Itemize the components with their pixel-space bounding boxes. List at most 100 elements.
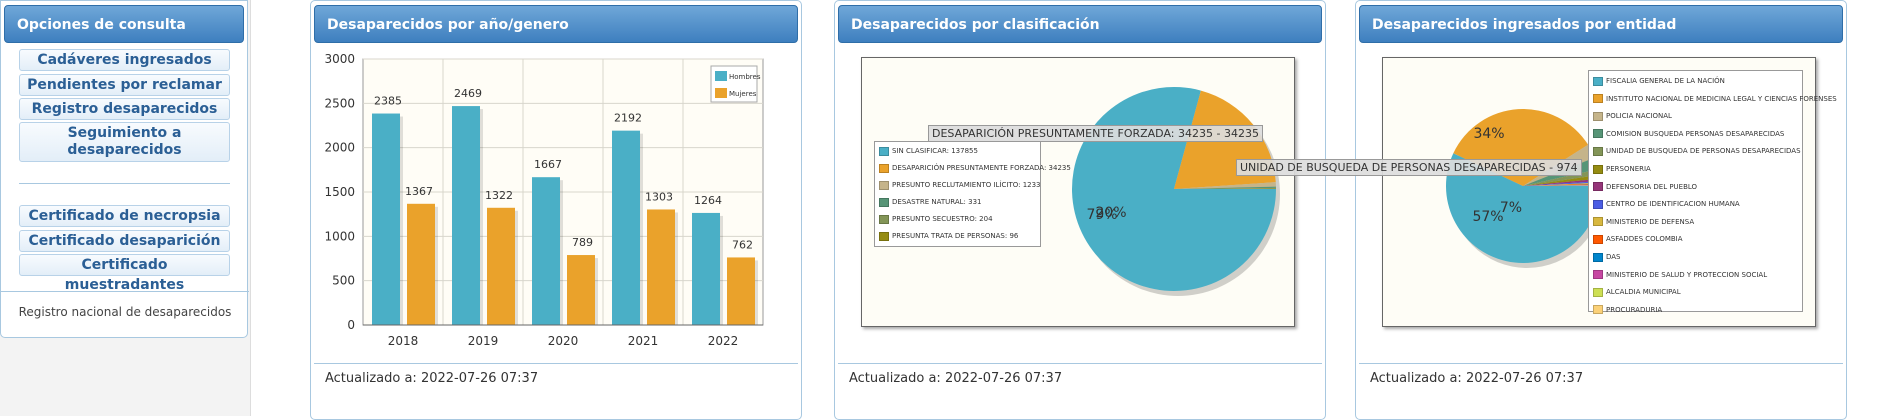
y-tick-label: 2000 <box>324 141 355 155</box>
panel-year-gender-title: Desaparecidos por año/genero <box>314 5 798 43</box>
legend-item: ALCALDIA MUNICIPAL <box>1593 287 1681 297</box>
registro-desaparecidos-button[interactable]: Registro desaparecidos <box>19 98 230 120</box>
data-label: 1303 <box>645 190 673 203</box>
legend-item: PERSONERIA <box>1593 164 1651 174</box>
certificado-desaparicion-button[interactable]: Certificado desaparición <box>19 230 230 252</box>
legend-item: INSTITUTO NACIONAL DE MEDICINA LEGAL Y C… <box>1593 94 1837 104</box>
panel-divider <box>838 363 1322 364</box>
y-tick-label: 0 <box>347 318 355 332</box>
pie-percent-label: 20% <box>1095 205 1126 221</box>
legend-label: DESASTRE NATURAL: 331 <box>892 198 982 206</box>
legend-item: CENTRO DE IDENTIFICACION HUMANA <box>1593 199 1740 209</box>
x-tick-label: 2019 <box>468 334 499 347</box>
updated-timestamp: Actualizado a: 2022-07-26 07:37 <box>325 371 538 386</box>
sidebar-footer-text: Registro nacional de desaparecidos <box>1 305 249 319</box>
legend-label: CENTRO DE IDENTIFICACION HUMANA <box>1606 200 1740 208</box>
legend-label: MINISTERIO DE DEFENSA <box>1606 218 1694 226</box>
legend-swatch <box>1593 147 1603 156</box>
legend-label: Hombres <box>729 73 761 81</box>
bar-chart: 0 500 1000 1500 2000 2500 3000 2018 2385 1367 2019… <box>313 47 799 347</box>
bar-mujeres-2019 <box>487 208 515 325</box>
bar-hombres-2021 <box>612 131 640 325</box>
legend-label: PRESUNTO RECLUTAMIENTO ILÍCITO: 1233 <box>892 181 1041 189</box>
data-label: 2385 <box>374 95 402 108</box>
legend-swatch-mujeres <box>715 88 727 98</box>
pie-percent-label: 57% <box>1472 209 1503 225</box>
legend-item: SIN CLASIFICAR: 137855 <box>879 146 978 156</box>
legend-item: FISCALIA GENERAL DE LA NACIÓN <box>1593 76 1725 86</box>
updated-timestamp: Actualizado a: 2022-07-26 07:37 <box>849 371 1062 386</box>
certificado-muestradantes-button[interactable]: Certificado muestradantes <box>19 254 230 276</box>
certificado-necropsia-button[interactable]: Certificado de necropsia <box>19 205 230 227</box>
legend-label: MINISTERIO DE SALUD Y PROTECCION SOCIAL <box>1606 271 1767 279</box>
legend-swatch <box>1593 288 1603 297</box>
legend-swatch <box>879 147 889 156</box>
y-tick-label: 1500 <box>324 185 355 199</box>
classification-tooltip: DESAPARICIÓN PRESUNTAMENTE FORZADA: 3423… <box>928 125 1263 142</box>
data-label: 1667 <box>534 158 562 171</box>
pendientes-por-reclamar-button[interactable]: Pendientes por reclamar <box>19 74 230 96</box>
pie-percent-label: 7% <box>1500 200 1522 216</box>
legend-swatch <box>1593 182 1603 191</box>
bar-hombres-2020 <box>532 177 560 325</box>
panel-classification-title: Desaparecidos por clasificación <box>838 5 1322 43</box>
panel-entity: Desaparecidos ingresados por entidad 57%… <box>1355 0 1847 420</box>
legend-label: FISCALIA GENERAL DE LA NACIÓN <box>1606 77 1725 85</box>
legend-swatch <box>879 215 889 224</box>
updated-timestamp: Actualizado a: 2022-07-26 07:37 <box>1370 371 1583 386</box>
legend-item: PRESUNTO SECUESTRO: 204 <box>879 214 993 224</box>
bar-hombres-2022 <box>692 213 720 325</box>
legend-item: DESASTRE NATURAL: 331 <box>879 197 982 207</box>
sidebar-title: Opciones de consulta <box>4 5 244 43</box>
data-label: 1367 <box>405 185 433 198</box>
legend-label: POLICIA NACIONAL <box>1606 112 1672 120</box>
y-tick-label: 500 <box>332 274 355 288</box>
legend-label: PRESUNTO SECUESTRO: 204 <box>892 215 993 223</box>
panel-classification: Desaparecidos por clasificación 79%20% S… <box>834 0 1326 420</box>
legend-item: PRESUNTA TRATA DE PERSONAS: 96 <box>879 231 1018 241</box>
legend-label: ASFADDES COLOMBIA <box>1606 235 1683 243</box>
bar-mujeres-2022 <box>727 257 755 325</box>
legend-item: MINISTERIO DE SALUD Y PROTECCION SOCIAL <box>1593 270 1767 280</box>
entity-tooltip: UNIDAD DE BUSQUEDA DE PERSONAS DESAPAREC… <box>1236 159 1582 176</box>
panel-year-gender: Desaparecidos por año/genero 0 500 1000 150… <box>310 0 802 420</box>
bar-mujeres-2020 <box>567 255 595 325</box>
legend-swatch <box>1593 77 1603 86</box>
legend-item: MINISTERIO DE DEFENSA <box>1593 217 1694 227</box>
legend-item: DESAPARICIÓN PRESUNTAMENTE FORZADA: 3423… <box>879 163 1071 173</box>
panel-divider <box>314 363 798 364</box>
legend-swatch <box>1593 200 1603 209</box>
cadaveres-ingresados-button[interactable]: Cadáveres ingresados <box>19 49 230 71</box>
legend-item: UNIDAD DE BUSQUEDA DE PERSONAS DESAPAREC… <box>1593 146 1801 156</box>
y-tick-label: 2500 <box>324 96 355 110</box>
legend-swatch-hombres <box>715 71 727 81</box>
legend-item: PROCURADURIA <box>1593 305 1662 315</box>
x-tick-label: 2018 <box>388 334 419 347</box>
x-tick-label: 2022 <box>708 334 739 347</box>
legend-item: DEFENSORIA DEL PUEBLO <box>1593 182 1697 192</box>
data-label: 2469 <box>454 87 482 100</box>
bar-legend: Hombres Mujeres <box>711 66 761 102</box>
legend-swatch <box>1593 253 1603 262</box>
legend-label: Mujeres <box>729 90 757 98</box>
legend-swatch <box>879 198 889 207</box>
legend-label: UNIDAD DE BUSQUEDA DE PERSONAS DESAPAREC… <box>1606 147 1801 155</box>
bar-hombres-2018 <box>372 114 400 325</box>
legend-item: COMISION BUSQUEDA PERSONAS DESAPARECIDAS <box>1593 129 1784 139</box>
seguimiento-desaparecidos-button[interactable]: Seguimiento a desaparecidos <box>19 122 230 162</box>
data-label: 1264 <box>694 194 722 207</box>
bar-hombres-2019 <box>452 106 480 325</box>
data-label: 1322 <box>485 189 513 202</box>
legend-swatch <box>1593 305 1603 314</box>
legend-label: INSTITUTO NACIONAL DE MEDICINA LEGAL Y C… <box>1606 95 1837 103</box>
legend-swatch <box>1593 217 1603 226</box>
sidebar-separator <box>19 183 230 184</box>
data-label: 762 <box>732 238 753 251</box>
legend-swatch <box>879 232 889 241</box>
legend-label: PROCURADURIA <box>1606 306 1662 314</box>
y-tick-label: 1000 <box>324 229 355 243</box>
y-tick-label: 3000 <box>324 52 355 66</box>
